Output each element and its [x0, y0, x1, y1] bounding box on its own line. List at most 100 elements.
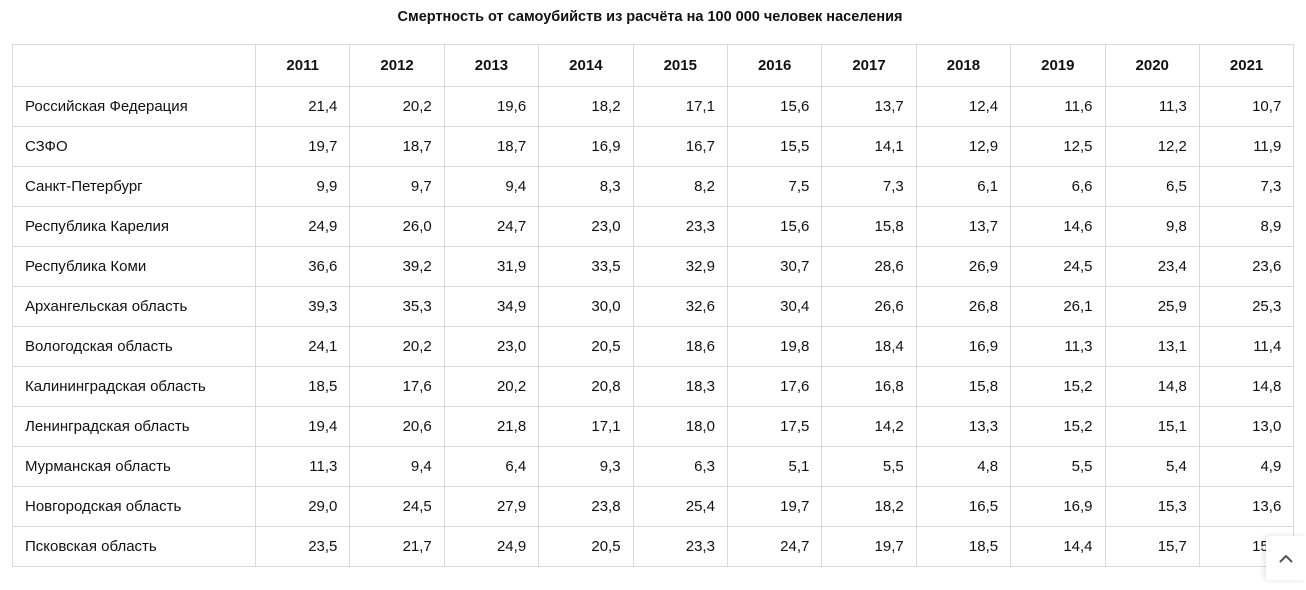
value-cell: 18,7 — [443, 126, 540, 167]
value-cell: 8,2 — [632, 166, 728, 207]
table-row: Республика Коми 36,6 39,2 31,9 33,5 32,9 30,7 2… — [12, 246, 1295, 287]
year-header-cell: 2014 — [538, 44, 634, 87]
table-body: Российская Федерация 21,4 20,2 19,6 18,2 17,1… — [12, 86, 1295, 567]
value-cell: 18,6 — [632, 326, 728, 367]
value-cell: 7,3 — [821, 166, 917, 207]
value-cell: 5,4 — [1104, 446, 1200, 487]
table-row: Мурманская область 11,3 9,4 6,4 9,3 6,3 5,1 5,5… — [12, 446, 1295, 487]
value-cell: 12,5 — [1010, 126, 1106, 167]
value-cell: 25,4 — [632, 486, 728, 527]
value-cell: 19,6 — [443, 86, 540, 127]
value-cell: 24,9 — [443, 526, 540, 567]
region-name-cell: Псковская область — [12, 526, 256, 567]
value-cell: 24,7 — [443, 206, 540, 247]
value-cell: 20,6 — [349, 406, 445, 447]
value-cell: 9,8 — [1104, 206, 1200, 247]
value-cell: 23,8 — [538, 486, 634, 527]
value-cell: 18,7 — [349, 126, 445, 167]
value-cell: 11,3 — [1104, 86, 1200, 127]
year-header-cell: 2016 — [726, 44, 823, 87]
value-cell: 6,5 — [1104, 166, 1200, 207]
value-cell: 15,6 — [726, 206, 823, 247]
value-cell: 30,7 — [726, 246, 823, 287]
value-cell: 11,6 — [1010, 86, 1106, 127]
value-cell: 18,5 — [254, 366, 351, 407]
value-cell: 15,8 — [821, 206, 917, 247]
value-cell: 24,7 — [726, 526, 823, 567]
value-cell: 30,4 — [726, 286, 823, 327]
value-cell: 7,3 — [1198, 166, 1295, 207]
value-cell: 21,8 — [443, 406, 540, 447]
value-cell: 19,8 — [726, 326, 823, 367]
value-cell: 15,8 — [915, 366, 1012, 407]
value-cell: 11,3 — [254, 446, 351, 487]
value-cell: 9,7 — [349, 166, 445, 207]
value-cell: 24,1 — [254, 326, 351, 367]
value-cell: 15,1 — [1104, 406, 1200, 447]
value-cell: 20,5 — [538, 526, 634, 567]
region-name-cell: СЗФО — [12, 126, 256, 167]
value-cell: 7,5 — [726, 166, 823, 207]
table-row: Псковская область 23,5 21,7 24,9 20,5 23,3 24,… — [12, 526, 1295, 567]
year-header-cell: 2011 — [254, 44, 351, 87]
value-cell: 31,9 — [443, 246, 540, 287]
table-row: Калининградская область 18,5 17,6 20,2 20,8 1… — [12, 366, 1295, 407]
value-cell: 15,5 — [726, 126, 823, 167]
value-cell: 9,4 — [349, 446, 445, 487]
region-name-cell: Вологодская область — [12, 326, 256, 367]
value-cell: 20,2 — [349, 326, 445, 367]
value-cell: 20,5 — [538, 326, 634, 367]
table-row: Российская Федерация 21,4 20,2 19,6 18,2 17,1… — [12, 86, 1295, 127]
value-cell: 14,8 — [1198, 366, 1295, 407]
table-row: Ленинградская область 19,4 20,6 21,8 17,1 18,… — [12, 406, 1295, 447]
value-cell: 25,9 — [1104, 286, 1200, 327]
year-header-cell: 2017 — [821, 44, 917, 87]
year-header-cell: 2019 — [1010, 44, 1106, 87]
value-cell: 30,0 — [538, 286, 634, 327]
year-header-cell: 2018 — [915, 44, 1012, 87]
value-cell: 23,5 — [254, 526, 351, 567]
value-cell: 26,8 — [915, 286, 1012, 327]
value-cell: 21,4 — [254, 86, 351, 127]
value-cell: 11,9 — [1198, 126, 1295, 167]
value-cell: 23,0 — [538, 206, 634, 247]
value-cell: 33,5 — [538, 246, 634, 287]
region-name-cell: Калининградская область — [12, 366, 256, 407]
year-header-cell: 2021 — [1198, 44, 1295, 87]
value-cell: 26,6 — [821, 286, 917, 327]
value-cell: 16,5 — [915, 486, 1012, 527]
value-cell: 29,0 — [254, 486, 351, 527]
table-title: Смертность от самоубийств из расчёта на … — [397, 9, 903, 25]
value-cell: 17,6 — [349, 366, 445, 407]
table-row: СЗФО 19,7 18,7 18,7 16,9 16,7 15,5 14,1 12,9 12,5… — [12, 126, 1295, 167]
value-cell: 19,7 — [726, 486, 823, 527]
value-cell: 6,6 — [1010, 166, 1106, 207]
value-cell: 24,9 — [254, 206, 351, 247]
value-cell: 18,2 — [538, 86, 634, 127]
value-cell: 4,8 — [915, 446, 1012, 487]
value-cell: 26,1 — [1010, 286, 1106, 327]
table-row: Архангельская область 39,3 35,3 34,9 30,0 32,… — [12, 286, 1295, 327]
value-cell: 9,9 — [254, 166, 351, 207]
value-cell: 20,2 — [443, 366, 540, 407]
region-name-cell: Архангельская область — [12, 286, 256, 327]
value-cell: 24,5 — [1010, 246, 1106, 287]
value-cell: 14,2 — [821, 406, 917, 447]
value-cell: 15,6 — [726, 86, 823, 127]
value-cell: 23,0 — [443, 326, 540, 367]
value-cell: 13,7 — [821, 86, 917, 127]
value-cell: 14,1 — [821, 126, 917, 167]
value-cell: 13,1 — [1104, 326, 1200, 367]
scroll-to-top-button[interactable] — [1266, 536, 1306, 580]
value-cell: 18,2 — [821, 486, 917, 527]
table-row: Вологодская область 24,1 20,2 23,0 20,5 18,6 1… — [12, 326, 1295, 367]
chevron-up-icon — [1279, 554, 1293, 563]
value-cell: 12,4 — [915, 86, 1012, 127]
region-name-cell: Ленинградская область — [12, 406, 256, 447]
value-cell: 16,9 — [538, 126, 634, 167]
value-cell: 11,3 — [1010, 326, 1106, 367]
value-cell: 20,2 — [349, 86, 445, 127]
value-cell: 17,1 — [538, 406, 634, 447]
value-cell: 12,9 — [915, 126, 1012, 167]
